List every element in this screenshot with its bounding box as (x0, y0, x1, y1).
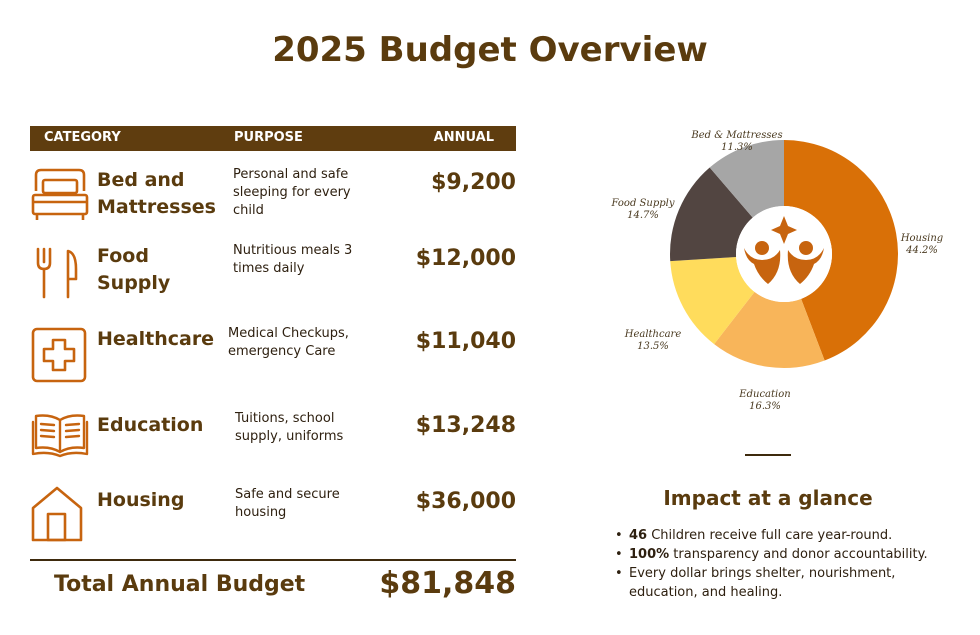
slice-label: Food Supply (611, 198, 675, 209)
fork-knife-icon (30, 245, 90, 305)
purpose-text: Tuitions, school supply, uniforms (235, 411, 344, 444)
amount-value: $9,200 (431, 170, 516, 195)
donut-hole (736, 206, 832, 302)
purpose-text: Personal and safe sleeping for every chi… (233, 167, 351, 218)
purpose-text: Nutritious meals 3 times daily (233, 243, 353, 276)
slice-percent-label: 14.7% (627, 210, 659, 221)
impact-title: Impact at a glance (663, 486, 873, 510)
donut-slice-healthcare (670, 257, 755, 345)
amount-value: $12,000 (415, 246, 516, 271)
category-label: Healthcare (97, 328, 215, 350)
donut-slice-education (714, 291, 825, 368)
donut-slice-food-supply (670, 167, 753, 262)
slice-percent-label: 13.5% (637, 341, 669, 352)
purpose-text: Medical Checkups, emergency Care (228, 326, 349, 359)
section-divider (745, 454, 791, 456)
category-label: Housing (97, 489, 185, 511)
table-row-education: Education Tuitions, school supply, unifo… (30, 410, 516, 490)
purpose-text: Safe and secure housing (235, 487, 340, 520)
header-category: CATEGORY (44, 130, 121, 145)
impact-list: 46 Children receive full care year-round… (612, 526, 962, 602)
category-label: Food Supply (97, 245, 171, 294)
slice-label: Housing (900, 233, 943, 244)
amount-value: $36,000 (415, 489, 516, 514)
amount-value: $13,248 (415, 413, 516, 438)
slice-label: Healthcare (624, 329, 682, 340)
total-divider (30, 559, 516, 561)
slice-label: Bed & Mattresses (690, 130, 782, 141)
table-row-food: Food Supply Nutritious meals 3 times dai… (30, 243, 516, 323)
table-header: CATEGORY PURPOSE ANNUAL (30, 126, 516, 151)
slice-label: Education (738, 389, 790, 400)
category-label: Bed and Mattresses (97, 169, 216, 218)
people-star-logo-icon (744, 216, 824, 284)
donut-slice-bed-mattresses (709, 140, 784, 218)
amount-value: $11,040 (415, 329, 516, 354)
total-label: Total Annual Budget (54, 572, 306, 597)
open-book-icon (30, 410, 90, 470)
table-row-housing: Housing Safe and secure housing $36,000 (30, 486, 516, 566)
impact-item: Every dollar brings shelter, nourishment… (612, 564, 962, 602)
slice-percent-label: 16.3% (749, 401, 781, 412)
header-purpose: PURPOSE (234, 130, 303, 145)
category-label: Education (97, 414, 204, 436)
slice-percent-label: 11.3% (721, 142, 753, 153)
medical-cross-icon (30, 326, 90, 386)
page-title: 2025 Budget Overview (272, 30, 708, 70)
table-row-healthcare: Healthcare Medical Checkups, emergency C… (30, 326, 516, 406)
header-annual: ANNUAL (433, 130, 494, 145)
total-value: $81,848 (379, 566, 516, 601)
table-row-bed: Bed and Mattresses Personal and safe sle… (30, 165, 516, 245)
house-icon (30, 486, 90, 546)
bed-icon (30, 165, 90, 225)
donut-slice-housing (784, 140, 898, 361)
slice-percent-label: 44.2% (905, 245, 938, 256)
impact-item: 100% transparency and donor accountabili… (612, 545, 962, 564)
impact-item: 46 Children receive full care year-round… (612, 526, 962, 545)
